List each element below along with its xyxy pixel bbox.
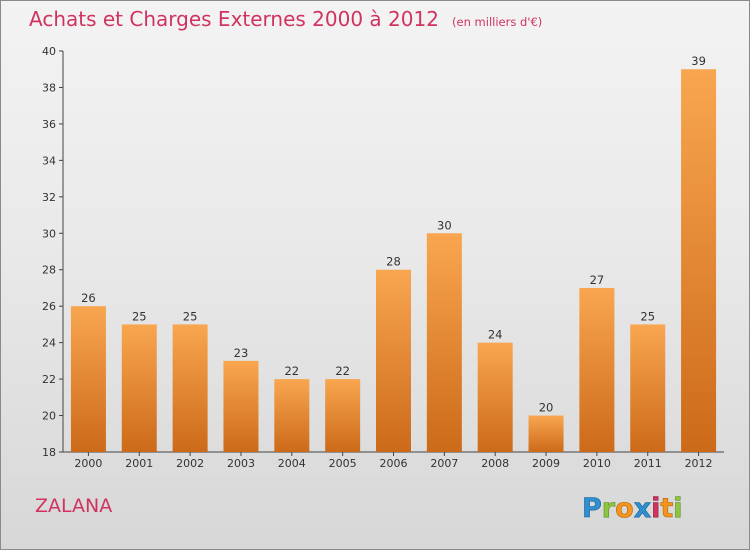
y-tick-label: 38 — [42, 81, 56, 94]
data-label: 26 — [81, 291, 96, 305]
bar — [121, 324, 157, 452]
data-label: 25 — [183, 309, 198, 323]
x-tick-label: 2007 — [430, 457, 458, 470]
bar — [426, 233, 462, 452]
data-label: 39 — [691, 54, 706, 68]
bar — [376, 269, 411, 452]
y-tick-label: 34 — [42, 154, 56, 167]
y-tick-label: 36 — [42, 118, 56, 131]
x-tick-label: 2010 — [583, 457, 611, 470]
bar — [223, 360, 259, 452]
data-label: 28 — [386, 255, 401, 269]
y-tick-label: 22 — [42, 373, 56, 386]
svg-text:Proxiti: Proxiti — [582, 493, 683, 524]
y-tick-label: 28 — [42, 264, 56, 277]
x-tick-label: 2009 — [532, 457, 560, 470]
y-tick-label: 24 — [42, 337, 56, 350]
data-label: 22 — [335, 364, 350, 378]
y-tick-label: 20 — [42, 410, 56, 423]
proxiti-logo: Proxiti — [582, 493, 683, 525]
y-tick-label: 40 — [42, 45, 56, 58]
data-label: 27 — [590, 273, 605, 287]
bars — [70, 69, 717, 453]
y-tick-label: 30 — [42, 227, 56, 240]
chart-title: Achats et Charges Externes 2000 à 2012 (… — [29, 7, 542, 31]
data-label: 25 — [640, 309, 655, 323]
x-tick-label: 2002 — [176, 457, 204, 470]
y-axis: 18 20 22 24 26 28 30 32 34 36 38 40 — [42, 45, 64, 459]
x-tick-label: 2000 — [74, 457, 102, 470]
bar — [70, 306, 106, 452]
bar — [579, 287, 615, 452]
chart-title-text: Achats et Charges Externes 2000 à 2012 — [29, 7, 439, 31]
bar — [172, 324, 208, 452]
x-tick-label: 2012 — [685, 457, 713, 470]
data-label: 23 — [234, 346, 249, 360]
chart-unit-note: (en milliers d'€) — [452, 15, 543, 29]
data-label: 20 — [539, 401, 554, 415]
data-labels: 26 25 25 23 22 22 28 30 24 20 27 25 39 — [81, 54, 706, 414]
commune-name: ZALANA — [35, 495, 113, 517]
x-tick-label: 2003 — [227, 457, 255, 470]
data-label: 24 — [488, 328, 503, 342]
bar — [477, 342, 513, 452]
y-tick-label: 18 — [42, 446, 56, 459]
x-axis: 2000 2001 2002 2003 2004 2005 2006 2007 2008 2009… — [63, 451, 724, 470]
x-tick-label: 2011 — [634, 457, 662, 470]
bar — [630, 324, 666, 452]
x-tick-label: 2005 — [329, 457, 357, 470]
data-label: 25 — [132, 309, 147, 323]
bar — [274, 379, 310, 452]
y-tick-label: 26 — [42, 300, 56, 313]
data-label: 30 — [437, 218, 452, 232]
x-tick-label: 2006 — [380, 457, 408, 470]
x-tick-label: 2008 — [481, 457, 509, 470]
bar — [681, 69, 717, 453]
bar — [325, 379, 361, 452]
bar — [528, 415, 564, 452]
y-tick-label: 32 — [42, 191, 56, 204]
x-tick-label: 2001 — [125, 457, 153, 470]
data-label: 22 — [284, 364, 299, 378]
x-tick-label: 2004 — [278, 457, 306, 470]
